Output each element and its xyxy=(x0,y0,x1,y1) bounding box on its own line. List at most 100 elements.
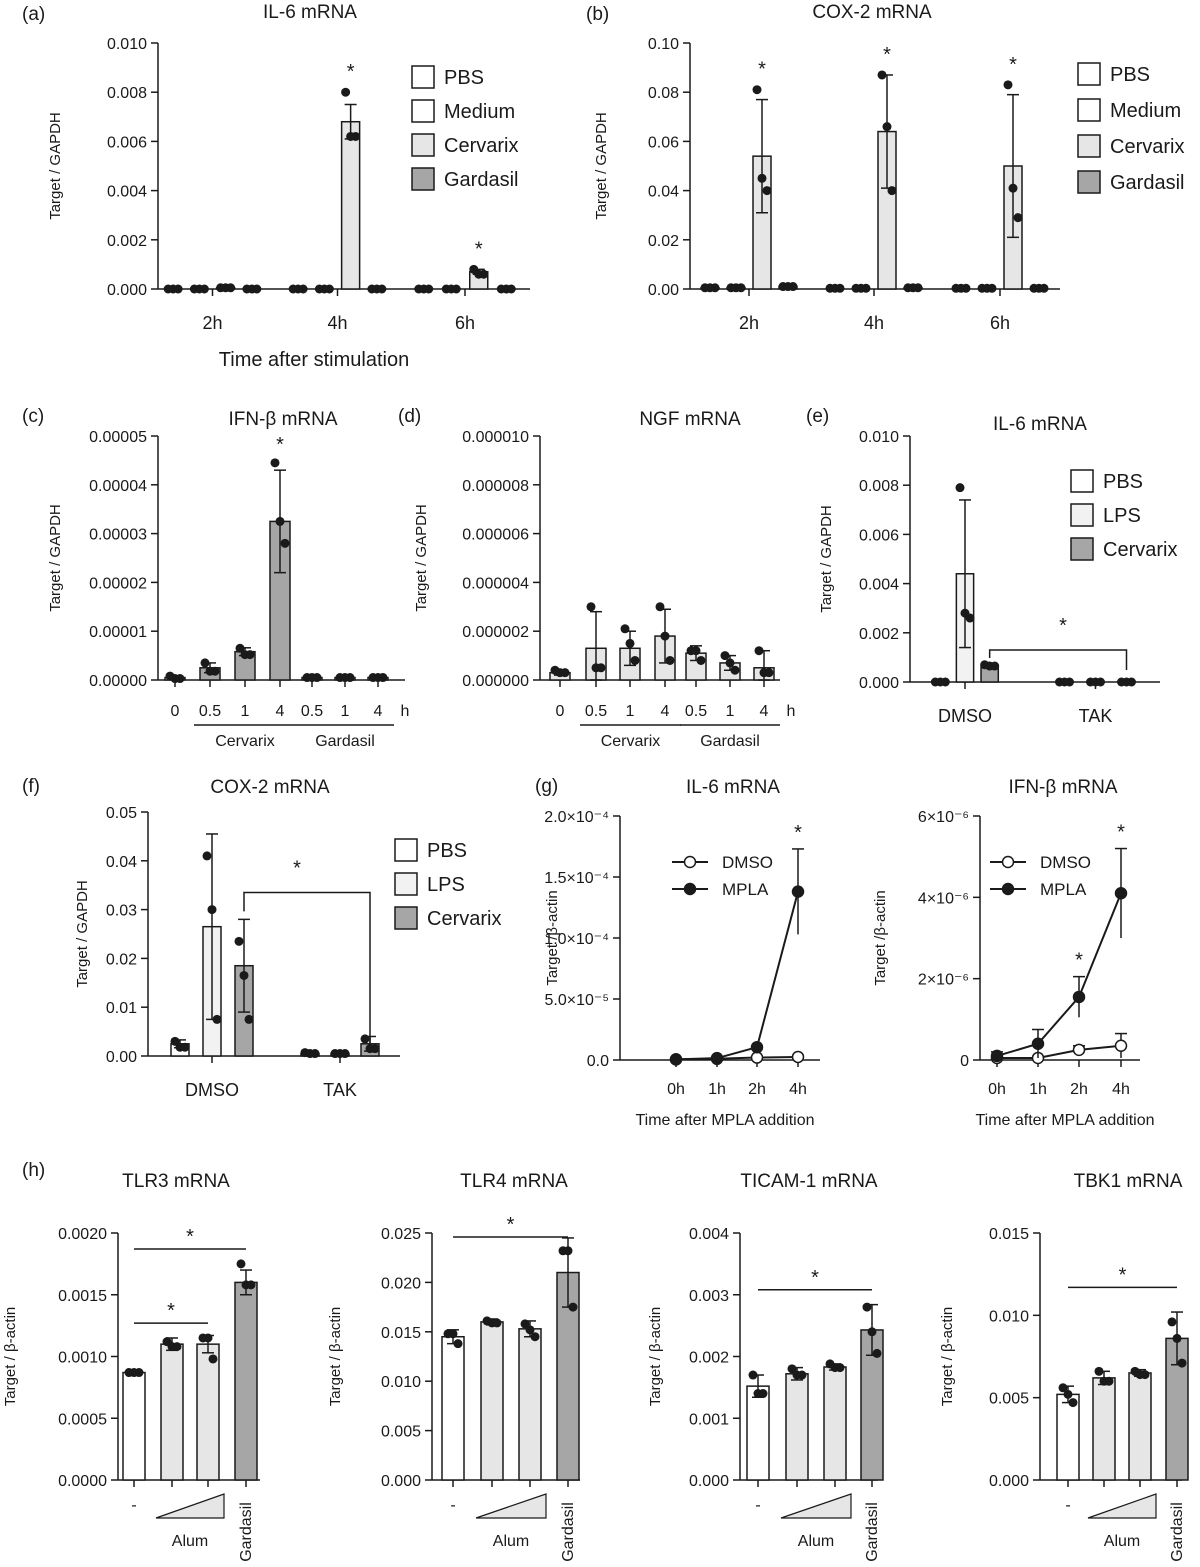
data-point xyxy=(788,282,798,292)
bar xyxy=(1092,1377,1116,1481)
data-point xyxy=(1065,677,1074,687)
chart-title: IFN-β mRNA xyxy=(1008,777,1117,798)
series-marker xyxy=(791,1050,805,1064)
y-tick-label: 0.08 xyxy=(648,85,679,102)
data-point xyxy=(965,613,975,623)
data-point xyxy=(748,1370,758,1380)
chart-panel-a: IL-6 mRNA (a) 0.000 0.002 0.004 0.006 0.008 0.0… xyxy=(22,2,530,371)
x-tick-label: 2h xyxy=(1070,1081,1088,1098)
data-point xyxy=(596,663,606,673)
data-point xyxy=(378,673,388,683)
data-point xyxy=(1094,1366,1104,1376)
legend-marker xyxy=(1001,855,1015,869)
group-bracket-label: Gardasil xyxy=(700,733,760,750)
significance-star: * xyxy=(811,1267,819,1289)
data-point xyxy=(312,673,322,683)
y-tick-label: 0.04 xyxy=(648,184,679,201)
data-point xyxy=(630,655,640,665)
data-point xyxy=(377,284,387,294)
data-point xyxy=(298,284,308,294)
y-tick-label: 0.015 xyxy=(381,1325,421,1342)
legend-swatch xyxy=(411,167,435,191)
y-axis-label: Target / GAPDH xyxy=(818,505,835,613)
data-point xyxy=(1063,1389,1073,1399)
group-bracket-label: Gardasil xyxy=(315,733,375,750)
significance-star: * xyxy=(475,238,483,260)
y-tick-label: 0.008 xyxy=(859,478,899,495)
legend-label: DMSO xyxy=(1040,853,1091,872)
significance-bracket xyxy=(243,891,371,1044)
data-point xyxy=(787,1364,797,1374)
y-tick-label: 0.0000 xyxy=(58,1473,107,1490)
panel-label: (d) xyxy=(398,406,421,427)
data-point xyxy=(1167,1317,1177,1327)
y-tick-label: 0.000 xyxy=(381,1473,421,1490)
data-point xyxy=(245,650,255,660)
y-tick-label: 0.000 xyxy=(689,1473,729,1490)
y-tick-label: 0.0015 xyxy=(58,1288,107,1305)
x-tick-label: 4h xyxy=(789,1081,807,1098)
chart-title: COX-2 mRNA xyxy=(812,2,932,23)
data-point xyxy=(226,283,236,293)
bar xyxy=(746,1385,770,1481)
panel-label: (e) xyxy=(806,406,829,427)
data-point xyxy=(351,131,361,141)
y-tick-label: 0.005 xyxy=(381,1424,421,1441)
chart-panel-h2: TLR4 mRNA 0.000 0.005 0.010 0.015 0.020 0.025 T… xyxy=(327,1171,580,1562)
bar xyxy=(823,1366,847,1481)
y-tick-label: 0.000 xyxy=(107,282,147,299)
x-tick-label: 6h xyxy=(455,313,475,333)
x-tick-label: 0.5 xyxy=(199,703,221,720)
data-point xyxy=(867,1327,877,1337)
legend-label: Gardasil xyxy=(1110,172,1184,194)
y-tick-label: 0.006 xyxy=(107,134,147,151)
data-point xyxy=(212,1014,222,1024)
alum-label: Alum xyxy=(798,1533,834,1550)
data-point xyxy=(710,283,720,293)
legend-swatch xyxy=(394,838,418,862)
chart-panel-h1: TLR3 mRNA (h) 0.0000 0.0005 0.0010 0.0015 0.00… xyxy=(2,1160,260,1562)
data-point xyxy=(987,283,997,293)
data-point xyxy=(758,1389,768,1399)
data-point xyxy=(345,673,355,683)
series-marker xyxy=(710,1051,724,1065)
chart-panel-b: COX-2 mRNA (b) 0.00 0.02 0.04 0.06 0.08 0.10 Tar… xyxy=(586,2,1184,333)
x-tick-label: 4h xyxy=(864,313,884,333)
y-tick-label: 0.00001 xyxy=(89,624,147,641)
legend-swatch xyxy=(1077,134,1101,158)
chart-title: IL-6 mRNA xyxy=(686,777,780,798)
x-tick-label: 0 xyxy=(556,703,565,720)
legend-swatch xyxy=(1077,98,1101,122)
data-point xyxy=(1127,677,1136,687)
data-point xyxy=(568,1302,578,1312)
bar xyxy=(785,1373,809,1481)
y-tick-label: 2.0×10⁻⁴ xyxy=(544,809,609,826)
bar xyxy=(196,1343,220,1481)
series-marker xyxy=(669,1053,683,1066)
significance-star: * xyxy=(186,1226,194,1248)
y-tick-label: 0.000004 xyxy=(462,575,529,592)
chart-panel-h4: TBK1 mRNA 0.000 0.005 0.010 0.015 Target / β-… xyxy=(939,1171,1189,1562)
y-axis-label: Target / GAPDH xyxy=(74,880,91,988)
y-tick-label: 0.010 xyxy=(107,36,147,53)
y-tick-label: 0.004 xyxy=(859,577,899,594)
legend-label: Medium xyxy=(444,101,515,123)
x-tick-label: Gardasil xyxy=(238,1502,255,1562)
data-point xyxy=(835,1363,845,1373)
data-point xyxy=(270,458,280,468)
legend-label: Cervarix xyxy=(444,135,518,157)
data-point xyxy=(370,1044,380,1054)
legend-label: Medium xyxy=(1110,100,1181,122)
data-point xyxy=(448,1329,458,1339)
data-point xyxy=(360,1034,370,1044)
alum-dose-wedge xyxy=(475,1493,547,1519)
data-point xyxy=(660,631,670,641)
data-point xyxy=(586,602,596,612)
panel-label: (f) xyxy=(22,776,40,797)
series-marker xyxy=(1114,887,1128,900)
x-tick-label: 0.5 xyxy=(585,703,607,720)
data-point xyxy=(275,516,285,526)
data-point xyxy=(199,284,209,294)
x-tick-label: 4 xyxy=(661,703,670,720)
data-point xyxy=(861,283,871,293)
